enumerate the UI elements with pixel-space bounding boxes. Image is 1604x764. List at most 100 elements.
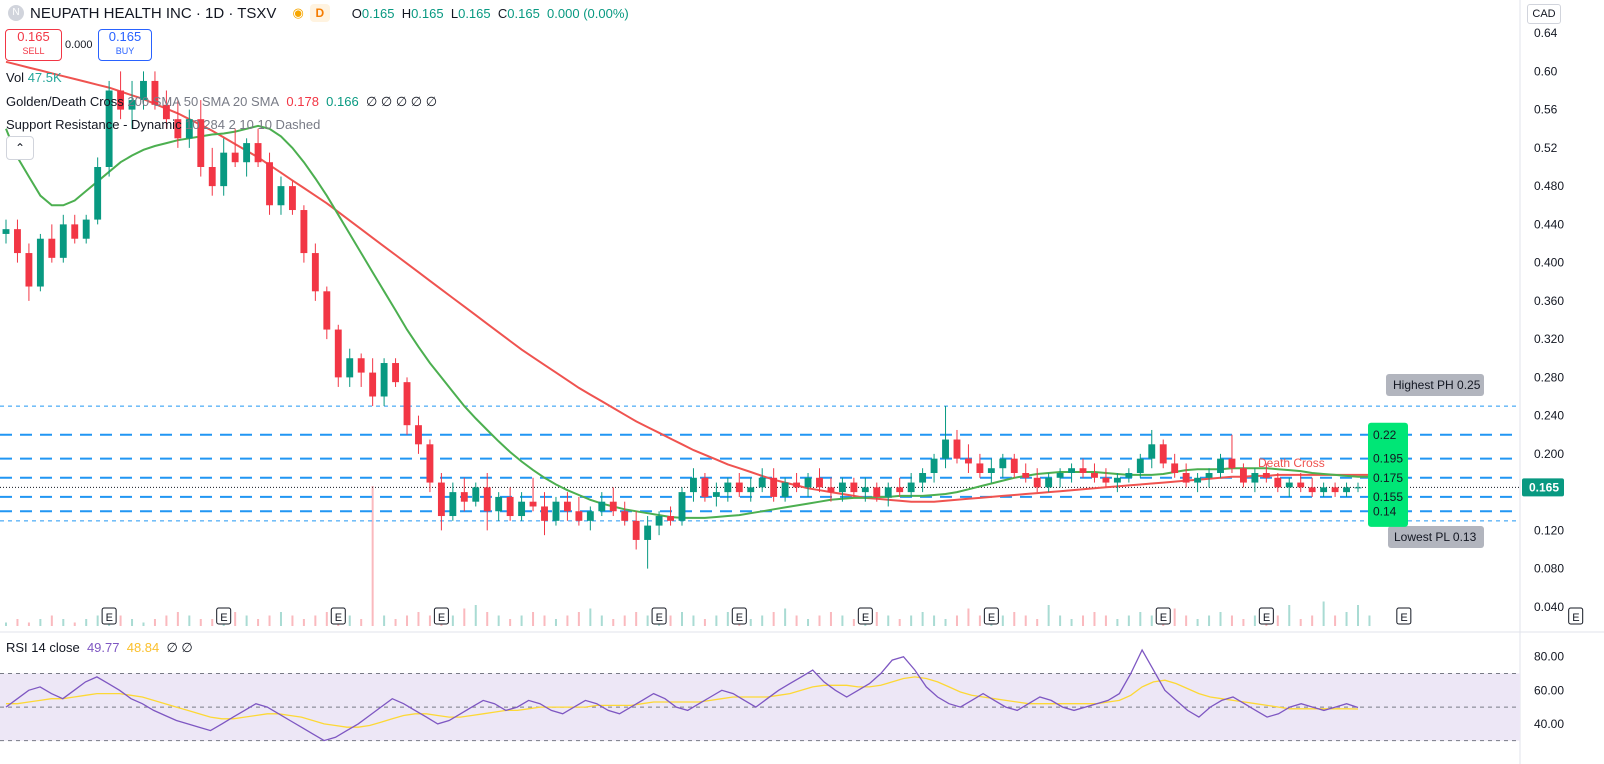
candle-body xyxy=(896,487,904,493)
volume-bar xyxy=(589,608,592,626)
symbol-title[interactable]: NEUPATH HEALTH INC · 1D · TSXV xyxy=(30,4,277,22)
volume-bar xyxy=(898,619,901,626)
candle-body xyxy=(793,482,801,488)
volume-bar xyxy=(1036,619,1039,626)
candle-body xyxy=(36,238,44,287)
volume-bar xyxy=(532,612,535,626)
volume-bar xyxy=(302,619,305,626)
volume-bar xyxy=(577,612,580,626)
candle-body xyxy=(724,482,732,493)
earnings-marker-label: E xyxy=(106,612,113,624)
earnings-marker xyxy=(1155,607,1171,625)
candle-body xyxy=(449,492,457,517)
volume-bar xyxy=(749,619,752,626)
volume-bar xyxy=(371,486,374,626)
volume-bar xyxy=(1368,615,1371,626)
candle-body xyxy=(609,501,617,512)
earnings-marker xyxy=(857,607,873,625)
volume-bar xyxy=(291,615,294,626)
buy-button[interactable]: 0.165 BUY xyxy=(98,29,152,61)
candle-body xyxy=(1171,463,1179,473)
price-tick-label: 0.60 xyxy=(1534,64,1558,78)
candle-body xyxy=(369,372,377,397)
price-tick-label: 0.56 xyxy=(1534,103,1558,117)
golden-death-cross-legend[interactable]: Golden/Death Cross 200 SMA 50 SMA 20 SMA… xyxy=(6,94,438,109)
volume-bar xyxy=(406,615,409,626)
volume-bar xyxy=(348,615,351,626)
candle-body xyxy=(151,80,159,105)
earnings-marker xyxy=(983,607,999,625)
volume-bar xyxy=(211,619,214,626)
earnings-marker-label: E xyxy=(656,612,663,624)
symbol-logo: N xyxy=(8,5,24,21)
earnings-marker-label: E xyxy=(1263,612,1270,624)
candle-body xyxy=(644,525,652,540)
volume-bar xyxy=(165,615,168,626)
candle-body xyxy=(838,482,846,493)
volume-bar xyxy=(1127,615,1130,626)
candle-body xyxy=(1205,473,1213,478)
volume-bar xyxy=(967,608,970,626)
interval-badge[interactable]: D xyxy=(309,4,330,22)
volume-bar xyxy=(1219,612,1222,626)
volume-bar xyxy=(703,619,706,626)
volume-bar xyxy=(497,615,500,626)
volume-bar xyxy=(383,615,386,626)
candle-body xyxy=(1125,473,1133,478)
volume-bar xyxy=(566,615,569,626)
volume-bar xyxy=(1116,619,1119,626)
candle-body xyxy=(48,238,56,258)
price-tick-label: 0.040 xyxy=(1534,600,1564,614)
volume-value: 47.5K xyxy=(27,70,62,85)
volume-bar xyxy=(1311,615,1314,626)
highest-ph-label: Highest PH 0.25 xyxy=(1393,378,1481,392)
volume-bar xyxy=(279,612,282,626)
sell-button[interactable]: 0.165 SELL xyxy=(5,29,62,61)
candle-body xyxy=(598,501,606,512)
rsi-legend[interactable]: RSI 14 close 49.77 48.84 ∅ ∅ xyxy=(6,640,193,655)
candle-body xyxy=(999,458,1007,469)
candle-body xyxy=(1113,477,1121,483)
volume-bar xyxy=(1082,615,1085,626)
candle-body xyxy=(1159,444,1167,464)
candle-body xyxy=(174,119,182,139)
volume-bar xyxy=(73,622,76,626)
candle-body xyxy=(334,329,342,378)
candle-body xyxy=(208,167,216,187)
currency-selector[interactable]: CAD xyxy=(1527,4,1561,24)
candle-body xyxy=(655,516,663,526)
ohlc-readout: O0.165 H0.165 L0.165 C0.165 0.000 (0.00%… xyxy=(351,5,629,21)
price-tick-label: 0.200 xyxy=(1534,447,1564,461)
volume-bar xyxy=(257,619,260,626)
sr-level-label: 0.155 xyxy=(1373,490,1403,504)
candle-body xyxy=(323,291,331,330)
candle-body xyxy=(953,439,961,459)
candle-body xyxy=(930,458,938,473)
collapse-legend-button[interactable]: ⌃ xyxy=(6,136,34,160)
buy-price: 0.165 xyxy=(108,29,142,44)
candle-body xyxy=(1262,473,1270,478)
sr-label-box-upper xyxy=(1368,422,1408,505)
candle-body xyxy=(667,516,674,521)
candle-body xyxy=(59,224,67,258)
rsi-line xyxy=(5,648,1359,742)
candle-body xyxy=(197,119,205,167)
candle-body xyxy=(884,487,892,497)
lowest-pl-box xyxy=(1388,526,1484,548)
volume-bar xyxy=(1230,615,1233,626)
volume-bar xyxy=(669,615,672,626)
volume-bar xyxy=(96,615,99,626)
earnings-marker-label: E xyxy=(438,612,445,624)
candle-body xyxy=(1010,458,1018,473)
candle-body xyxy=(117,90,125,110)
volume-bar xyxy=(1242,619,1245,626)
visibility-icon[interactable]: ◉ xyxy=(292,5,304,20)
support-resistance-legend[interactable]: Support Resistance - Dynamic 10 284 2 10… xyxy=(6,117,321,132)
volume-bar xyxy=(5,622,7,626)
volume-legend[interactable]: Vol 47.5K xyxy=(6,70,62,85)
sr-level-label: 0.14 xyxy=(1373,504,1397,518)
sr-level-label: 0.175 xyxy=(1373,471,1403,485)
volume-bar xyxy=(325,612,328,626)
candle-body xyxy=(919,473,927,483)
